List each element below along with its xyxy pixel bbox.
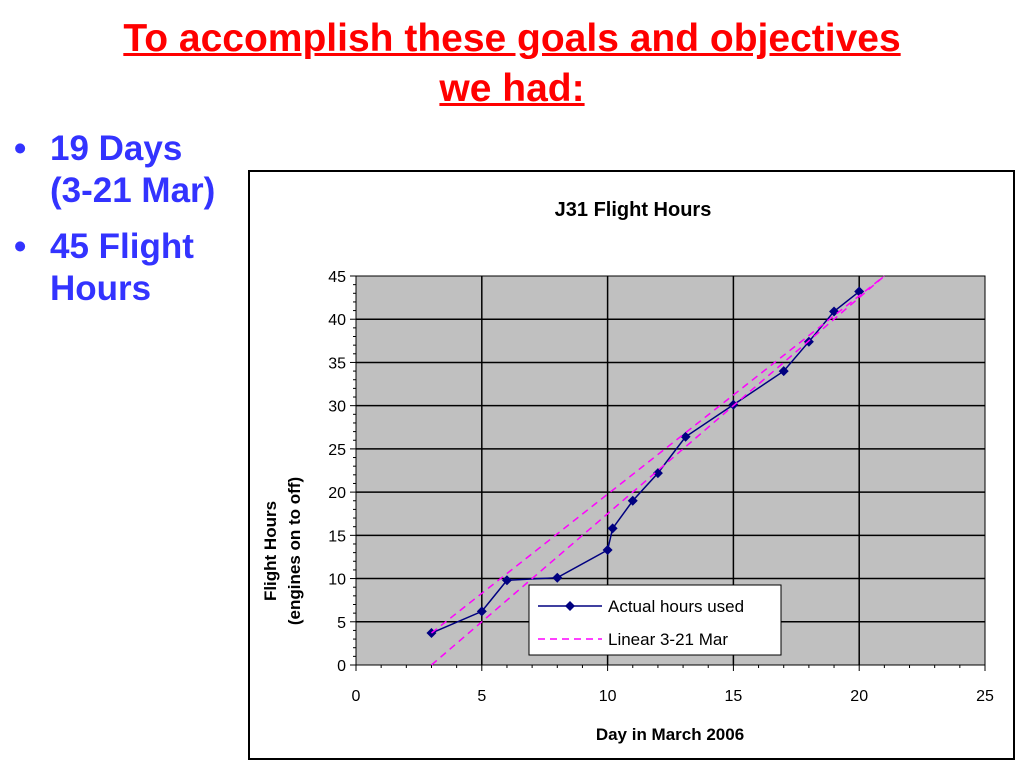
y-tick-label: 20 <box>328 485 346 502</box>
actual-hours-point <box>501 575 512 586</box>
y-tick-label: 45 <box>328 269 346 286</box>
x-tick-label: 25 <box>976 688 994 705</box>
bullet-days-line-2: (3-21 Mar) <box>50 171 216 210</box>
slide-title: To accomplish these goals and objectives… <box>0 14 1024 114</box>
x-tick-label: 15 <box>725 688 743 705</box>
y-tick-label: 30 <box>328 399 346 416</box>
chart-title: J31 Flight Hours <box>555 199 712 221</box>
actual-hours-point <box>854 286 865 297</box>
actual-hours-point <box>652 468 663 479</box>
bullet-dot-icon: • <box>14 227 27 266</box>
y-axis-label-line-2: (engines on to off) <box>285 477 304 625</box>
y-axis-label-line-1: Flight Hours <box>261 501 280 601</box>
bullet-hours: • 45 Flight Hours <box>14 226 254 310</box>
y-tick-label: 5 <box>337 615 346 632</box>
actual-hours-point <box>680 431 691 442</box>
linear-trend-line-lower <box>430 275 885 666</box>
x-tick-label: 10 <box>599 688 617 705</box>
x-tick-label: 0 <box>352 688 361 705</box>
legend-box <box>528 584 782 656</box>
slide-title-line-2: we had: <box>439 67 585 110</box>
actual-hours-point <box>476 606 487 617</box>
bullet-hours-line-1: 45 Flight <box>50 227 194 266</box>
legend-actual-label: Actual hours used <box>608 597 744 616</box>
y-tick-label: 25 <box>328 442 346 459</box>
plot-area-group: 0 5 10 15 20 25 30 35 40 45 0 5 10 15 20 25 Actual hour… <box>328 269 994 705</box>
actual-hours-point <box>607 523 618 534</box>
slide-title-line-1: To accomplish these goals and objectives <box>123 17 901 60</box>
bullet-days: • 19 Days (3-21 Mar) <box>14 128 254 212</box>
y-tick-label: 40 <box>328 312 346 329</box>
actual-hours-point <box>602 545 613 556</box>
y-axis-label-group: Flight Hours (engines on to off) <box>261 477 304 625</box>
legend-linear-label: Linear 3-21 Mar <box>608 630 728 649</box>
bullet-dot-icon: • <box>14 129 27 168</box>
bullet-list: • 19 Days (3-21 Mar) • 45 Flight Hours <box>14 128 254 324</box>
flight-hours-chart: J31 Flight Hours 0 5 10 15 20 25 30 35 40 45 0 5 10 1… <box>261 199 994 744</box>
actual-hours-point <box>627 495 638 506</box>
x-tick-label: 20 <box>850 688 868 705</box>
actual-hours-point <box>829 306 840 317</box>
y-tick-label: 15 <box>328 528 346 545</box>
x-tick-label: 5 <box>477 688 486 705</box>
y-tick-label: 0 <box>337 658 346 675</box>
actual-hours-point <box>552 572 563 583</box>
bullet-days-line-1: 19 Days <box>50 129 183 168</box>
y-tick-label: 10 <box>328 572 346 589</box>
bullet-hours-line-2: Hours <box>50 269 152 308</box>
legend: Actual hours used Linear 3-21 Mar <box>528 584 782 656</box>
chart-frame: J31 Flight Hours 0 5 10 15 20 25 30 35 40 45 0 5 10 1… <box>248 170 1015 760</box>
actual-hours-line <box>431 290 860 634</box>
linear-trend-line-upper <box>431 275 885 634</box>
legend-actual-marker-icon <box>565 601 575 611</box>
x-axis-label: Day in March 2006 <box>596 725 744 744</box>
actual-hours-point <box>778 366 789 377</box>
y-tick-label: 35 <box>328 355 346 372</box>
